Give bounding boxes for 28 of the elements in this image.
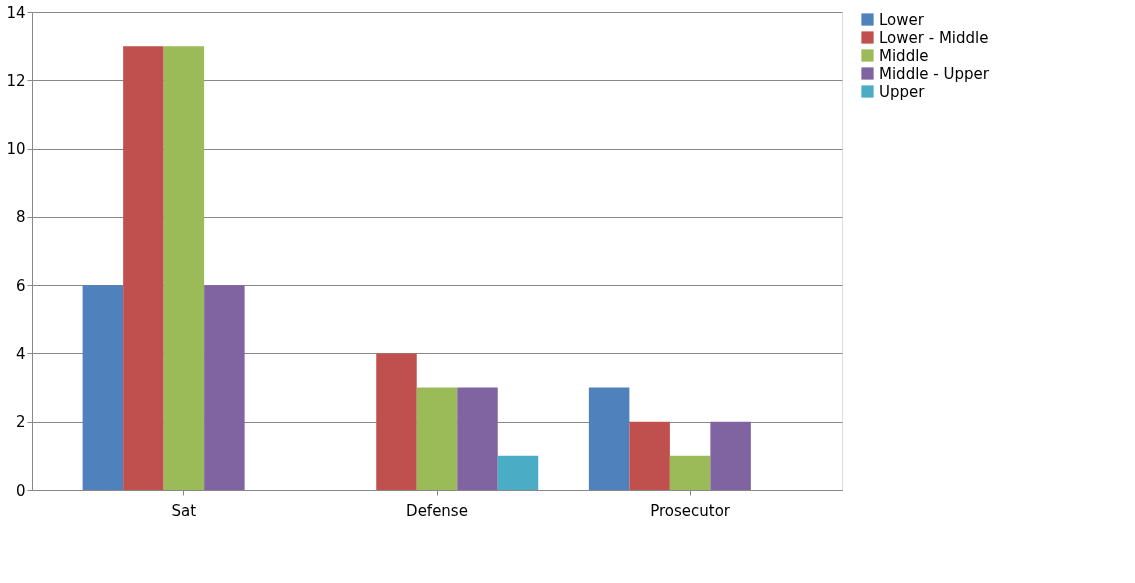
y-tick-label: 2 — [15, 413, 26, 432]
bar — [710, 421, 751, 490]
y-tick-label: 4 — [15, 344, 26, 363]
bar — [497, 455, 539, 490]
bar — [669, 455, 711, 490]
x-tick-label: Defense — [406, 501, 468, 520]
x-tick-label: Sat — [171, 501, 197, 520]
y-tick-label: 12 — [6, 71, 26, 90]
y-tick-label: 0 — [15, 481, 26, 500]
bar — [82, 285, 124, 490]
bar — [416, 387, 458, 490]
bar — [629, 421, 670, 490]
y-tick-label: 10 — [6, 140, 26, 159]
bar — [376, 353, 417, 490]
bar — [204, 285, 245, 490]
bar — [588, 387, 630, 490]
y-tick-label: 6 — [15, 276, 26, 295]
legend-label: Middle - Upper — [879, 64, 990, 83]
bar — [457, 387, 498, 490]
x-tick-label: Prosecutor — [650, 501, 731, 520]
legend-label: Lower — [879, 10, 925, 29]
legend-label: Middle — [879, 46, 929, 65]
legend-label: Upper — [879, 82, 926, 101]
bar — [123, 46, 164, 490]
bar — [163, 46, 205, 490]
legend-label: Lower - Middle — [879, 28, 989, 47]
y-tick-label: 8 — [15, 208, 26, 227]
y-tick-label: 14 — [6, 3, 26, 22]
